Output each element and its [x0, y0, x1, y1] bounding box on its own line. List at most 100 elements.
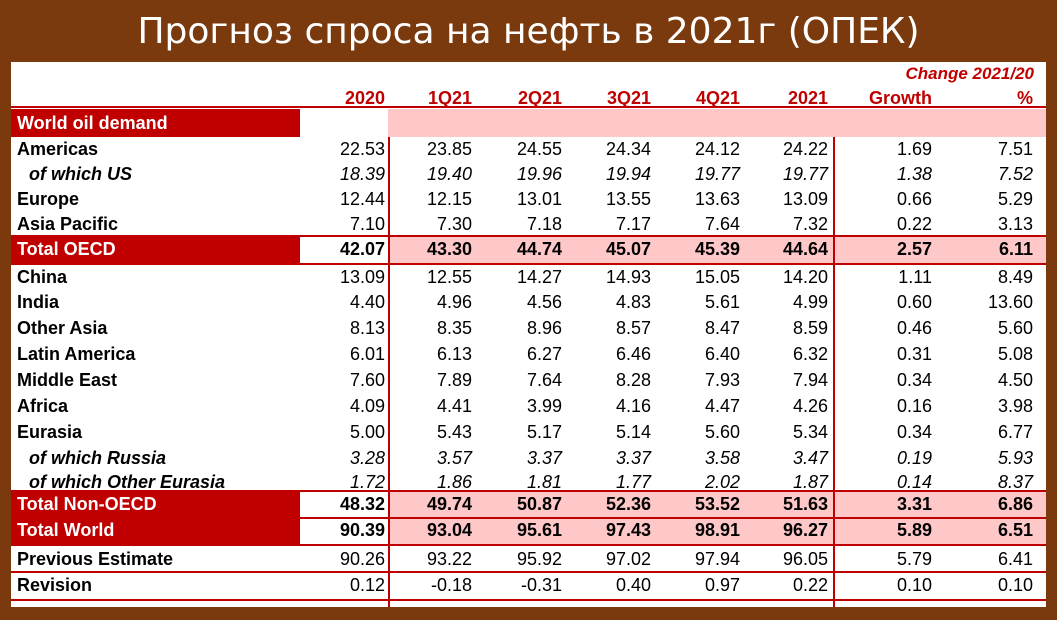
col-percent-cell: 7.51: [997, 138, 1033, 159]
section-header-row: World oil demand: [11, 109, 1046, 137]
col-2020-cell: 3.28: [349, 447, 385, 468]
col-growth-cell: 0.19: [896, 447, 932, 468]
col-percent-cell: 6.51: [997, 520, 1033, 540]
col-2021-cell: 51.63: [782, 494, 828, 514]
col-growth-header: Growth: [869, 88, 932, 108]
col-1q21-cell: 49.74: [426, 494, 472, 514]
table-row: Latin America 6.01 6.13 6.27 6.46 6.40 6.32 0.3…: [11, 342, 1046, 367]
col-growth-cell: 3.31: [896, 494, 932, 514]
col-3q21-cell: 45.07: [605, 239, 651, 259]
col-1q21-cell: 6.13: [436, 344, 472, 364]
col-4q21-cell: 53.52: [694, 494, 740, 514]
col-growth-cell: 0.16: [896, 396, 932, 416]
col-4q21-cell: 0.97: [704, 574, 740, 595]
col-3q21-cell: 14.93: [605, 266, 651, 287]
col-1q21-cell: 93.22: [426, 548, 472, 569]
col-2q21-cell: 14.27: [516, 266, 562, 287]
col-2021-cell: 96.27: [782, 520, 828, 540]
col-2020-cell: 8.13: [349, 318, 385, 338]
col-growth-cell: 5.79: [896, 548, 932, 569]
col-percent-cell: 6.86: [997, 494, 1033, 514]
col-3q21-cell: 7.17: [615, 213, 651, 234]
row-divider: [11, 263, 1046, 265]
col-1q21-cell: 12.55: [426, 266, 472, 287]
col-3q21-cell: 1.77: [615, 471, 651, 492]
col-2021-cell: 0.22: [792, 574, 828, 595]
row-label: Europe: [17, 189, 80, 209]
col-2q21-cell: 24.55: [516, 138, 562, 159]
col-growth-cell: 0.34: [896, 422, 932, 442]
row-divider: [11, 571, 1046, 573]
col-2q21-cell: 44.74: [516, 239, 562, 259]
col-3q21-cell: 3.37: [615, 447, 651, 468]
col-2020-header: 2020: [344, 88, 385, 108]
table-row: Revision 0.12 -0.18 -0.31 0.40 0.97 0.22 0.10 0.…: [11, 573, 1046, 597]
col-4q21-cell: 7.64: [704, 213, 740, 234]
col-3q21-cell: 97.43: [605, 520, 651, 540]
col-4q21-cell: 4.47: [704, 396, 740, 416]
col-2021-cell: 24.22: [782, 138, 828, 159]
col-percent-cell: 6.41: [997, 548, 1033, 569]
col-percent-cell: 5.60: [997, 318, 1033, 338]
col-3q21-cell: 4.16: [615, 396, 651, 416]
col-3q21-cell: 6.46: [615, 344, 651, 364]
col-percent-cell: 0.10: [997, 574, 1033, 595]
col-3q21-cell: 8.28: [615, 370, 651, 390]
row-label: of which Other Eurasia: [29, 471, 226, 492]
row-divider: [11, 106, 1046, 108]
col-2021-cell: 7.32: [792, 213, 828, 234]
col-2q21-cell: 6.27: [526, 344, 562, 364]
col-2021-cell: 13.09: [782, 189, 828, 209]
col-2021-cell: 19.77: [782, 163, 828, 184]
col-2020-cell: 6.01: [349, 344, 385, 364]
col-percent-cell: 13.60: [987, 292, 1033, 312]
table-row: China 13.09 12.55 14.27 14.93 15.05 14.20 1.11 8…: [11, 265, 1046, 289]
col-2q21-cell: 7.18: [526, 213, 562, 234]
section-label: World oil demand: [11, 109, 300, 137]
col-2q21-cell: 4.56: [526, 292, 562, 312]
col-2q21-cell: 8.96: [526, 318, 562, 338]
col-growth-cell: 0.46: [896, 318, 932, 338]
column-divider: [833, 137, 835, 607]
row-label: Other Asia: [17, 318, 108, 338]
col-growth-cell: 0.31: [896, 344, 932, 364]
col-2021-cell: 5.34: [792, 422, 828, 442]
col-2020-cell: 12.44: [339, 189, 385, 209]
col-1q21-cell: 4.96: [436, 292, 472, 312]
col-growth-cell: 0.34: [896, 370, 932, 390]
row-label: China: [17, 266, 68, 287]
row-label: Asia Pacific: [17, 213, 119, 234]
row-label: India: [17, 292, 60, 312]
row-label: Eurasia: [17, 422, 83, 442]
col-2020-cell: 22.53: [339, 138, 385, 159]
row-label: Africa: [17, 396, 69, 416]
table-row: Total OECD 42.07 43.30 44.74 45.07 45.39 44.64…: [11, 236, 1046, 263]
col-growth-cell: 0.10: [896, 574, 932, 595]
col-percent-cell: 5.29: [997, 189, 1033, 209]
col-4q21-cell: 5.61: [704, 292, 740, 312]
col-3q21-cell: 5.14: [615, 422, 651, 442]
row-divider: [11, 599, 1046, 601]
col-2q21-cell: 1.81: [526, 471, 562, 492]
col-2q21-cell: 5.17: [526, 422, 562, 442]
col-growth-cell: 1.11: [898, 266, 932, 287]
col-growth-cell: 0.66: [896, 189, 932, 209]
column-header-row: 2020 1Q21 2Q21 3Q21 4Q21 2021 Growth%: [11, 86, 1046, 110]
col-4q21-cell: 13.63: [694, 189, 740, 209]
col-2q21-cell: 3.37: [526, 447, 562, 468]
col-2q21-cell: 95.61: [516, 520, 562, 540]
row-label: of which US: [29, 163, 132, 184]
col-4q21-cell: 3.58: [704, 447, 740, 468]
row-divider: [11, 490, 1046, 492]
demand-table: Change 2021/20 2020 1Q21 2Q21 3Q21 4Q21 2021 G…: [11, 62, 1046, 607]
col-2020-cell: 48.32: [339, 494, 385, 514]
col-2021-cell: 8.59: [792, 318, 828, 338]
row-divider: [11, 544, 1046, 546]
col-4q21-cell: 7.93: [704, 370, 740, 390]
col-2020-cell: 42.07: [339, 239, 385, 259]
col-1q21-cell: 1.86: [436, 471, 472, 492]
table-row: Middle East 7.60 7.89 7.64 8.28 7.93 7.94 0.34 4…: [11, 368, 1046, 393]
col-1q21-cell: 93.04: [426, 520, 472, 540]
col-4q21-cell: 6.40: [704, 344, 740, 364]
col-1q21-cell: 4.41: [436, 396, 472, 416]
